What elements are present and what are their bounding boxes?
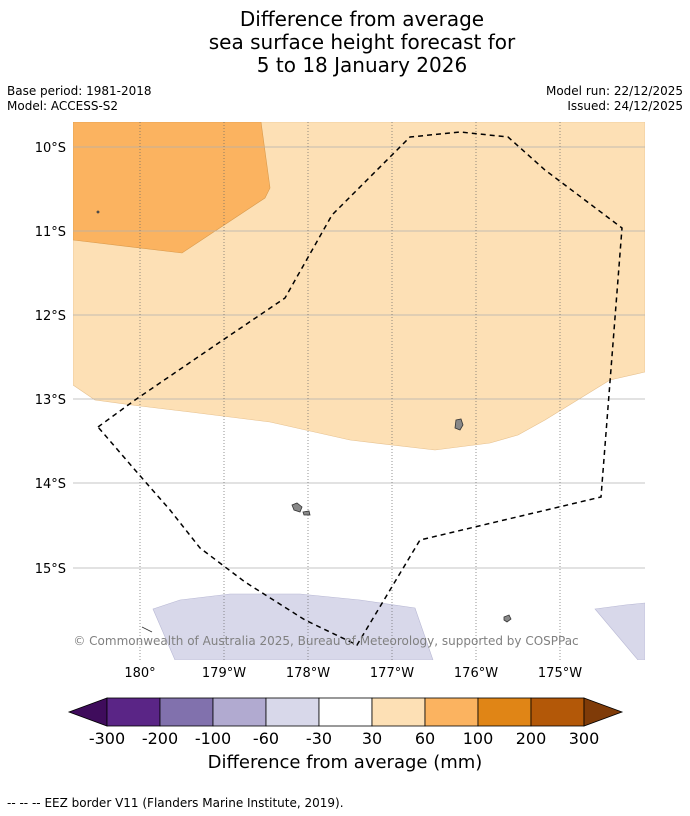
islet-northwest — [96, 210, 100, 214]
colorbar-segment — [159, 697, 214, 727]
title-line-2: sea surface height forecast for — [208, 30, 516, 54]
map-area: © Commonwealth of Australia 2025, Bureau… — [73, 122, 645, 660]
colorbar-label: -60 — [253, 729, 279, 748]
colorbar-extend-low — [67, 697, 108, 727]
latitude-gridlines — [73, 146, 645, 569]
lat-label: 14°S — [35, 477, 66, 492]
colorbar-segment — [530, 697, 585, 727]
lon-label: 177°W — [370, 666, 414, 681]
colorbar-segment — [477, 697, 532, 727]
lon-label: 180° — [124, 666, 155, 681]
eez-border — [96, 131, 623, 646]
lat-label: 11°S — [35, 225, 66, 240]
island-east — [454, 418, 464, 431]
island-west — [291, 502, 303, 513]
colorbar-segment — [318, 697, 373, 727]
island-west-small — [302, 510, 311, 516]
chart-title: Difference from average sea surface heig… — [0, 8, 690, 77]
anomaly-region-neg-bottom — [152, 593, 434, 660]
lat-label: 12°S — [35, 309, 66, 324]
colorbar-label: 200 — [516, 729, 547, 748]
colorbar-label: -30 — [306, 729, 332, 748]
model-run: Model run: 22/12/2025 — [545, 84, 683, 98]
colorbar-segment — [371, 697, 426, 727]
colorbar-label: -300 — [89, 729, 125, 748]
colorbar-label: 300 — [569, 729, 600, 748]
lon-label: 175°W — [538, 666, 582, 681]
issued-date: Issued: 24/12/2025 — [567, 99, 683, 113]
colorbar-extend-high — [583, 697, 624, 727]
islet-southwest — [141, 626, 153, 633]
eez-legend-text: EEZ border V11 (Flanders Marine Institut… — [44, 796, 344, 810]
anomaly-region-60-100 — [73, 122, 271, 254]
base-period: Base period: 1981-2018 — [7, 84, 152, 98]
colorbar-segment — [265, 697, 320, 727]
colorbar-label: 60 — [415, 729, 435, 748]
colorbar: -300 -200 -100 -60 -30 30 60 100 200 300 — [67, 697, 624, 748]
meta-right: Model run: 22/12/2025 Issued: 24/12/2025 — [546, 84, 683, 114]
attribution: © Commonwealth of Australia 2025, Bureau… — [73, 634, 578, 648]
colorbar-label: 30 — [362, 729, 382, 748]
meta-left: Base period: 1981-2018 Model: ACCESS-S2 — [7, 84, 152, 114]
eez-legend-symbol: -- -- -- — [7, 796, 41, 810]
colorbar-label: 100 — [463, 729, 494, 748]
lon-label: 179°W — [202, 666, 246, 681]
colorbar-segment — [212, 697, 267, 727]
model-name: Model: ACCESS-S2 — [7, 99, 119, 113]
lat-label: 13°S — [35, 393, 66, 408]
longitude-labels: 180° 179°W 178°W 177°W 176°W 175°W — [124, 666, 582, 681]
lon-label: 178°W — [286, 666, 330, 681]
colorbar-segment — [106, 697, 161, 727]
title-line-3: 5 to 18 January 2026 — [256, 53, 468, 77]
lat-label: 15°S — [35, 562, 66, 577]
colorbar-title: Difference from average (mm) — [207, 752, 483, 773]
island-southeast — [503, 614, 512, 623]
lon-label: 176°W — [454, 666, 498, 681]
colorbar-label: -100 — [195, 729, 231, 748]
colorbar-segment — [424, 697, 479, 727]
islands — [96, 210, 512, 633]
anomaly-region-neg-right — [594, 602, 645, 660]
title-line-1: Difference from average — [239, 7, 485, 31]
lat-label: 10°S — [35, 141, 66, 156]
colorbar-label: -200 — [142, 729, 178, 748]
latitude-labels: 10°S 11°S 12°S 13°S 14°S 15°S — [35, 141, 66, 577]
footer-legend: -- -- -- EEZ border V11 (Flanders Marine… — [7, 796, 344, 810]
